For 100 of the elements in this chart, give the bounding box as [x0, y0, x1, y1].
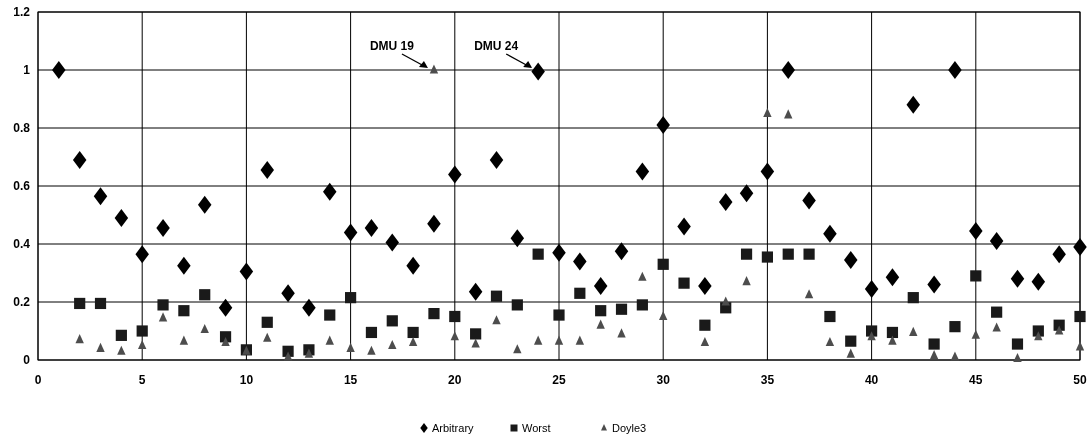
point [221, 337, 230, 347]
point [75, 334, 84, 344]
point [74, 297, 86, 310]
point [94, 297, 107, 310]
point [239, 262, 254, 281]
point [531, 62, 545, 81]
point [177, 256, 191, 275]
point [52, 61, 66, 79]
point [364, 219, 379, 238]
point [574, 287, 586, 299]
x-tick-label: 10 [239, 373, 254, 387]
point [864, 279, 879, 298]
x-tick-label: 30 [656, 373, 671, 387]
point [656, 116, 670, 135]
y-tick-label: 0.6 [13, 179, 31, 193]
point [513, 344, 522, 354]
point [740, 248, 753, 260]
point [635, 162, 650, 181]
point [1031, 272, 1046, 291]
point [906, 95, 921, 114]
point [261, 316, 273, 328]
point [1054, 325, 1064, 335]
point [886, 326, 899, 339]
point [511, 299, 523, 311]
point [636, 299, 648, 311]
x-tick-label: 45 [969, 373, 983, 387]
point [386, 315, 398, 327]
point [325, 335, 334, 345]
point [659, 310, 668, 320]
point [510, 229, 525, 248]
point [407, 326, 419, 339]
point [949, 321, 961, 333]
annotation: DMU 19 [369, 39, 415, 53]
point [721, 296, 730, 306]
point [739, 184, 754, 203]
point [218, 298, 233, 317]
point [824, 310, 836, 323]
point [554, 335, 564, 345]
point [408, 337, 418, 347]
point [263, 332, 272, 342]
point [781, 61, 795, 79]
point [677, 217, 691, 236]
point [1052, 245, 1066, 264]
point [823, 224, 837, 243]
y-tick-label: 0.8 [13, 121, 31, 135]
point [825, 337, 835, 347]
point [450, 331, 459, 341]
point [1073, 237, 1087, 256]
point [283, 351, 293, 361]
point [114, 208, 129, 227]
x-tick-label: 40 [864, 373, 879, 387]
point [698, 277, 712, 296]
point [969, 221, 983, 240]
point [138, 339, 147, 349]
point [948, 61, 962, 79]
x-tick-label: 15 [343, 373, 358, 387]
point [846, 348, 855, 358]
point [802, 191, 816, 210]
point [406, 256, 420, 275]
y-tick-label: 0.4 [13, 237, 31, 251]
point [575, 335, 585, 345]
point [471, 338, 480, 348]
point [93, 187, 108, 206]
point [760, 162, 775, 181]
point [617, 328, 626, 338]
point [782, 248, 794, 260]
point [595, 305, 607, 317]
point [718, 192, 733, 211]
point [845, 335, 857, 347]
point [929, 350, 939, 360]
point [784, 109, 793, 119]
point [1010, 269, 1025, 288]
point [1013, 352, 1022, 363]
point [742, 276, 751, 286]
legend-label: Doyle3 [612, 422, 647, 434]
point [970, 270, 982, 282]
legend-label: Arbitrary [432, 422, 475, 434]
annotation: DMU 24 [474, 39, 519, 53]
point [281, 284, 295, 303]
point [115, 329, 127, 341]
point [385, 233, 400, 252]
point [700, 337, 710, 347]
point [888, 335, 897, 345]
point [345, 292, 357, 304]
x-tick-label: 35 [760, 373, 775, 387]
point [448, 165, 462, 184]
point [678, 277, 690, 289]
point [950, 351, 960, 361]
point [346, 342, 355, 352]
point [323, 182, 337, 201]
point [927, 275, 941, 294]
point [197, 195, 212, 214]
point [638, 271, 647, 281]
point [844, 250, 858, 269]
y-tick-label: 1 [23, 63, 31, 77]
point [157, 299, 169, 311]
point [282, 345, 294, 357]
point [657, 258, 669, 270]
x-tick-label: 25 [552, 373, 566, 387]
point [428, 308, 440, 320]
